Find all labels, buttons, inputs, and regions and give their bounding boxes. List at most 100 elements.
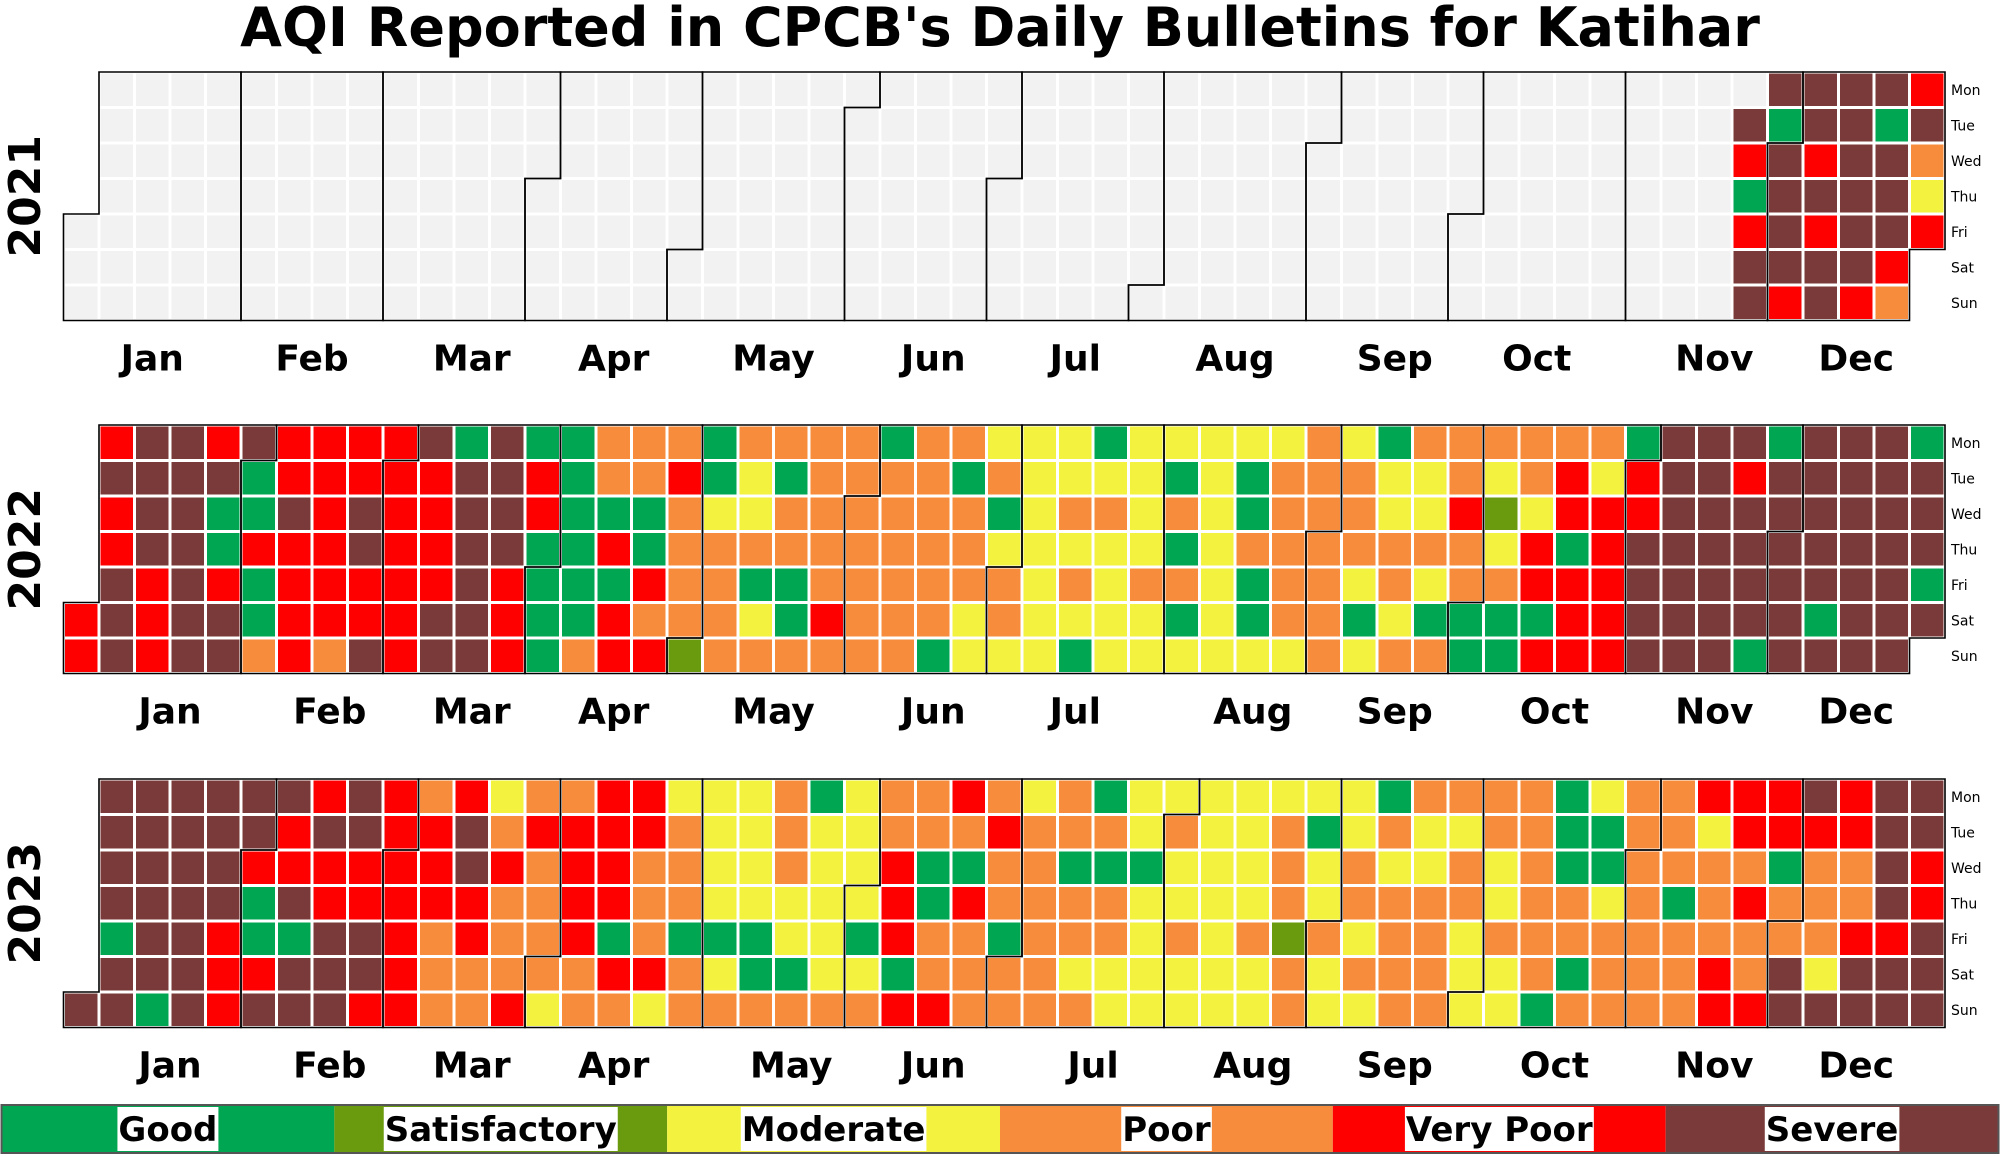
- day-cell-no-data: [204, 106, 243, 145]
- day-cell-very-poor: [1553, 601, 1592, 640]
- day-cell-no-data: [1482, 283, 1521, 322]
- day-cell-no-data: [381, 70, 420, 109]
- day-cell-moderate: [1411, 565, 1450, 604]
- day-cell-no-data: [1340, 248, 1379, 287]
- day-cell-severe: [204, 636, 243, 675]
- day-cell-moderate: [1304, 955, 1343, 994]
- day-cell-no-data: [488, 283, 527, 322]
- day-cell-very-poor: [1588, 494, 1627, 533]
- day-cell-good: [239, 494, 278, 533]
- day-cell-very-poor: [62, 636, 101, 675]
- day-cell-severe: [1801, 777, 1840, 816]
- day-cell-no-data: [97, 177, 136, 216]
- day-cell-good: [1340, 601, 1379, 640]
- day-cell-very-poor: [275, 601, 314, 640]
- day-cell-very-poor: [204, 423, 243, 462]
- day-cell-moderate: [1482, 990, 1521, 1029]
- day-cell-no-data: [452, 212, 491, 251]
- month-label: Dec: [1818, 1046, 1894, 1087]
- day-cell-moderate: [1340, 565, 1379, 604]
- legend-label-bg: [1121, 1107, 1212, 1151]
- day-cell-poor: [878, 813, 917, 852]
- day-cell-good: [523, 636, 562, 675]
- day-cell-no-data: [807, 283, 846, 322]
- day-cell-poor: [843, 990, 882, 1029]
- day-cell-no-data: [772, 106, 811, 145]
- day-cell-no-data: [1304, 283, 1343, 322]
- day-cell-severe: [488, 423, 527, 462]
- day-cell-no-data: [1375, 141, 1414, 180]
- day-cell-severe: [346, 813, 385, 852]
- day-cell-no-data: [1056, 248, 1095, 287]
- day-cell-poor: [1375, 565, 1414, 604]
- weekday-label: Fri: [1951, 932, 1968, 948]
- day-cell-poor: [949, 423, 988, 462]
- day-cell-very-poor: [878, 919, 917, 958]
- day-cell-no-data: [1340, 141, 1379, 180]
- day-cell-no-data: [1553, 248, 1592, 287]
- day-cell-severe: [1837, 70, 1876, 109]
- day-cell-no-data: [701, 283, 740, 322]
- day-cell-good: [701, 423, 740, 462]
- day-cell-no-data: [701, 70, 740, 109]
- day-cell-no-data: [523, 70, 562, 109]
- day-cell-severe: [275, 884, 314, 923]
- day-cell-severe: [1908, 494, 1947, 533]
- day-cell-no-data: [807, 106, 846, 145]
- day-cell-moderate: [1020, 601, 1059, 640]
- day-cell-no-data: [843, 106, 882, 145]
- day-cell-no-data: [239, 106, 278, 145]
- weekday-label: Thu: [1950, 896, 1977, 912]
- day-cell-no-data: [204, 283, 243, 322]
- legend-item-very-poor: Very Poor: [1332, 1105, 1666, 1153]
- day-cell-very-poor: [1517, 565, 1556, 604]
- day-cell-poor: [1375, 636, 1414, 675]
- day-cell-poor: [736, 423, 775, 462]
- day-cell-poor: [1801, 884, 1840, 923]
- day-cell-severe: [1801, 990, 1840, 1029]
- day-cell-poor: [985, 565, 1024, 604]
- day-cell-poor: [665, 601, 704, 640]
- day-cell-good: [559, 565, 598, 604]
- day-cell-no-data: [62, 283, 101, 322]
- day-cell-no-data: [62, 248, 101, 287]
- day-cell-poor: [1304, 494, 1343, 533]
- day-cell-poor: [665, 813, 704, 852]
- day-cell-moderate: [1198, 777, 1237, 816]
- day-cell-no-data: [807, 177, 846, 216]
- day-cell-no-data: [1056, 141, 1095, 180]
- day-cell-poor: [914, 955, 953, 994]
- day-cell-no-data: [1695, 212, 1734, 251]
- day-cell-no-data: [133, 248, 172, 287]
- day-cell-no-data: [949, 177, 988, 216]
- day-cell-poor: [985, 884, 1024, 923]
- day-cell-very-poor: [1730, 777, 1769, 816]
- day-cell-severe: [1801, 494, 1840, 533]
- day-cell-very-poor: [1730, 990, 1769, 1029]
- day-cell-severe: [168, 601, 207, 640]
- day-cell-poor: [1837, 884, 1876, 923]
- day-cell-very-poor: [1695, 955, 1734, 994]
- day-cell-no-data: [949, 70, 988, 109]
- day-cell-no-data: [949, 212, 988, 251]
- day-cell-no-data: [843, 248, 882, 287]
- day-cell-no-data: [1482, 177, 1521, 216]
- day-cell-very-poor: [310, 423, 349, 462]
- day-cell-moderate: [736, 459, 775, 498]
- day-cell-severe: [168, 848, 207, 887]
- day-cell-severe: [1766, 70, 1805, 109]
- day-cell-poor: [807, 530, 846, 569]
- day-cell-moderate: [1127, 601, 1166, 640]
- day-cell-severe: [1908, 955, 1947, 994]
- day-cell-very-poor: [1624, 494, 1663, 533]
- day-cell-moderate: [701, 777, 740, 816]
- day-cell-severe: [346, 777, 385, 816]
- day-cell-no-data: [736, 106, 775, 145]
- day-cell-poor: [1730, 955, 1769, 994]
- day-cell-good: [665, 919, 704, 958]
- day-cell-severe: [97, 636, 136, 675]
- day-cell-poor: [1375, 813, 1414, 852]
- day-cell-no-data: [1659, 248, 1698, 287]
- day-cell-no-data: [1056, 212, 1095, 251]
- day-cell-poor: [1624, 848, 1663, 887]
